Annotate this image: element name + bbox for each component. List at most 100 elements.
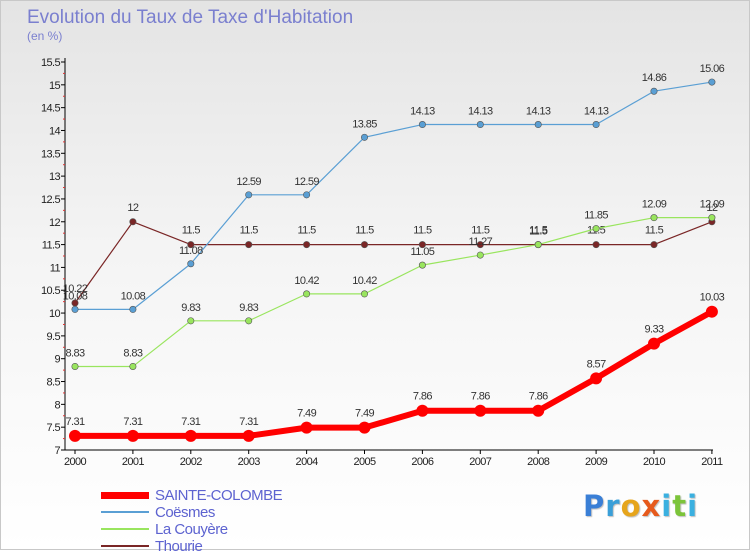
data-point-co-smes: [708, 78, 716, 86]
data-label-thourie: 11.5: [413, 225, 432, 237]
data-label-co-smes: 11.08: [179, 245, 203, 257]
data-point-co-smes: [303, 191, 311, 199]
data-point-sainte-colombe: [242, 429, 255, 442]
data-point-la-couy-re: [418, 261, 426, 269]
data-point-sainte-colombe: [358, 421, 371, 434]
data-label-la-couy-re: 8.83: [123, 347, 142, 359]
x-tick-label: 2002: [180, 456, 203, 468]
legend-label: SAINTE-COLOMBE: [155, 487, 283, 504]
legend-label: Thourie: [155, 538, 203, 555]
data-label-thourie: 11.5: [355, 225, 374, 237]
data-point-co-smes: [187, 260, 195, 268]
data-label-la-couy-re: 11.05: [411, 246, 435, 258]
data-point-la-couy-re: [534, 241, 542, 249]
y-tick-label: 14: [49, 125, 61, 137]
data-label-co-smes: 14.86: [642, 72, 667, 84]
data-point-thourie: [360, 241, 368, 249]
y-tick-label: 7: [54, 445, 60, 457]
data-label-la-couy-re: 11.5: [529, 226, 548, 238]
y-tick-label: 11.5: [42, 240, 61, 252]
x-tick-label: 2003: [238, 456, 261, 468]
data-label-co-smes: 12.59: [236, 176, 261, 188]
x-tick-label: 2010: [643, 456, 666, 468]
proxiti-logo: Proxiti: [583, 489, 698, 523]
x-tick-label: 2000: [64, 456, 87, 468]
y-tick-label: 10: [49, 308, 61, 320]
data-label-thourie: 12: [706, 202, 718, 214]
y-tick-label: 7.5: [47, 422, 61, 434]
data-point-la-couy-re: [650, 214, 658, 222]
legend-label: Coësmes: [155, 504, 215, 521]
data-label-sainte-colombe: 7.86: [529, 391, 548, 403]
data-point-co-smes: [592, 121, 600, 129]
y-tick-label: 9: [54, 354, 60, 366]
data-label-sainte-colombe: 10.03: [700, 292, 725, 304]
chart-unit: (en %): [27, 29, 63, 43]
data-point-la-couy-re: [129, 362, 137, 370]
data-point-la-couy-re: [245, 317, 253, 325]
data-label-co-smes: 14.13: [584, 106, 609, 118]
data-label-sainte-colombe: 7.49: [297, 408, 316, 420]
logo-letter: t: [672, 489, 688, 523]
logo-letter: i: [687, 489, 699, 523]
data-label-la-couy-re: 8.83: [65, 347, 84, 359]
data-label-sainte-colombe: 7.86: [471, 391, 490, 403]
data-label-la-couy-re: 11.85: [584, 210, 608, 222]
data-label-sainte-colombe: 7.31: [239, 416, 258, 428]
y-tick-label: 8: [54, 399, 60, 411]
data-point-co-smes: [360, 133, 368, 141]
logo-letter: x: [641, 489, 662, 523]
legend-swatch: [101, 545, 149, 547]
data-point-sainte-colombe: [474, 404, 487, 417]
logo-letter: i: [661, 489, 673, 523]
y-tick-label: 10.5: [41, 285, 60, 297]
legend-swatch: [101, 528, 149, 530]
logo-letter: P: [583, 489, 606, 523]
y-tick-label: 13.5: [41, 148, 60, 160]
data-point-la-couy-re: [708, 214, 716, 222]
data-label-co-smes: 14.13: [526, 106, 551, 118]
data-label-co-smes: 15.06: [700, 63, 725, 75]
data-point-thourie: [418, 241, 426, 249]
data-label-co-smes: 10.08: [63, 290, 88, 302]
data-label-co-smes: 14.13: [468, 106, 493, 118]
series-line-co-smes: [75, 81, 712, 311]
data-point-thourie: [303, 241, 311, 249]
y-tick-label: 8.5: [47, 377, 61, 389]
legend-label: La Couyère: [155, 521, 228, 538]
data-label-la-couy-re: 12.09: [642, 199, 667, 211]
logo-letter: r: [605, 489, 621, 523]
data-label-sainte-colombe: 7.49: [355, 408, 374, 420]
data-label-thourie: 11.5: [471, 225, 490, 237]
data-label-sainte-colombe: 7.31: [123, 416, 142, 428]
y-tick-label: 12.5: [41, 194, 60, 206]
logo-letter: o: [620, 489, 642, 523]
data-label-thourie: 11.5: [297, 225, 316, 237]
data-label-sainte-colombe: 7.86: [413, 391, 432, 403]
data-label-la-couy-re: 9.83: [181, 302, 200, 314]
data-point-sainte-colombe: [69, 429, 81, 442]
data-point-co-smes: [534, 121, 542, 129]
data-point-thourie: [650, 241, 658, 249]
data-label-thourie: 11.5: [240, 225, 259, 237]
data-label-la-couy-re: 10.42: [352, 275, 377, 287]
data-point-sainte-colombe: [648, 337, 660, 350]
data-label-co-smes: 13.85: [352, 118, 377, 130]
data-point-sainte-colombe: [705, 305, 718, 318]
y-tick-label: 11: [50, 262, 61, 274]
x-tick-label: 2011: [701, 456, 723, 468]
x-tick-label: 2007: [469, 456, 492, 468]
y-tick-label: 15: [49, 80, 61, 92]
data-point-la-couy-re: [360, 290, 368, 298]
data-point-sainte-colombe: [590, 372, 603, 385]
x-tick-label: 2004: [296, 456, 319, 468]
series-line-thourie: [74, 221, 713, 304]
data-point-thourie: [245, 241, 253, 249]
x-tick-label: 2006: [411, 456, 434, 468]
data-point-sainte-colombe: [126, 429, 139, 442]
x-tick-label: 2008: [527, 456, 550, 468]
data-point-co-smes: [476, 121, 484, 129]
chart-title: Evolution du Taux de Taxe d'Habitation: [27, 7, 354, 28]
